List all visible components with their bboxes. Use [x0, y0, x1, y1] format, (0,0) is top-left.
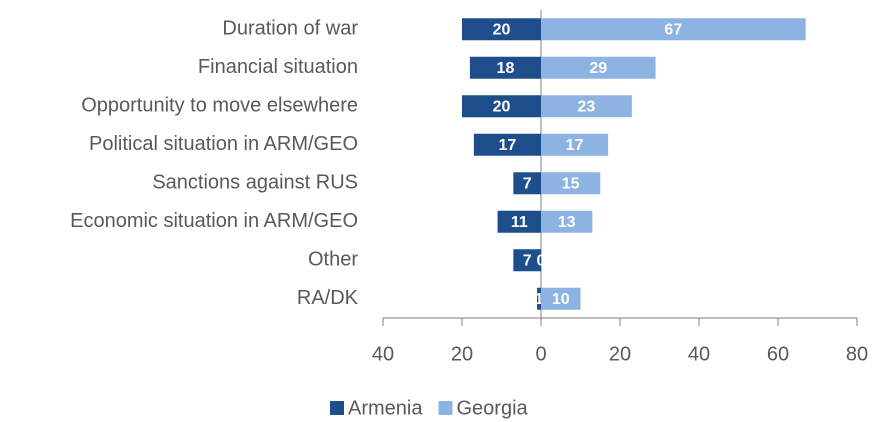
data-label: 0	[537, 252, 546, 269]
category-label: Financial situation	[198, 56, 358, 78]
bar	[473, 133, 541, 156]
bar	[513, 172, 541, 195]
bar	[462, 95, 541, 118]
x-tick-label: 20	[451, 343, 473, 365]
bar	[541, 172, 601, 195]
x-tick-label: 0	[535, 343, 546, 365]
data-label: 17	[566, 137, 584, 154]
data-label: 7	[523, 175, 532, 192]
x-tick-label: 80	[846, 343, 868, 365]
bar	[541, 18, 806, 41]
bar	[541, 210, 593, 233]
x-tick-label: 40	[372, 343, 394, 365]
data-label: 10	[552, 291, 570, 308]
bar	[497, 210, 541, 233]
bar	[541, 287, 581, 310]
category-label: Opportunity to move elsewhere	[81, 95, 358, 117]
category-label: Political situation in ARM/GEO	[89, 133, 358, 155]
data-label: 23	[578, 98, 596, 115]
x-tick-label: 40	[688, 343, 710, 365]
category-label: Sanctions against RUS	[152, 172, 358, 194]
legend-swatch	[330, 401, 344, 415]
data-label: 13	[558, 214, 576, 231]
x-tick-label: 20	[609, 343, 631, 365]
legend-label: Georgia	[456, 397, 528, 419]
bar	[462, 18, 541, 41]
data-label: 17	[499, 137, 517, 154]
bar	[541, 56, 656, 79]
category-label: Duration of war	[222, 18, 358, 40]
bar	[513, 249, 541, 272]
x-tick-label: 60	[767, 343, 789, 365]
data-label: 15	[562, 175, 580, 192]
data-label: 20	[493, 98, 511, 115]
bar	[541, 133, 609, 156]
data-label: 1	[535, 291, 544, 308]
data-label: 11	[511, 214, 528, 231]
legend-swatch	[438, 401, 453, 415]
category-label: RA/DK	[297, 287, 359, 309]
data-label: 18	[497, 60, 515, 77]
bar	[469, 56, 541, 79]
category-label: Economic situation in ARM/GEO	[70, 210, 358, 232]
data-label: 29	[589, 60, 607, 77]
data-label: 67	[664, 21, 682, 38]
data-label: 7	[523, 252, 532, 269]
legend-label: Armenia	[348, 397, 423, 419]
bar	[541, 95, 632, 118]
category-label: Other	[308, 249, 358, 271]
bar	[537, 287, 541, 310]
data-label: 20	[493, 21, 511, 38]
